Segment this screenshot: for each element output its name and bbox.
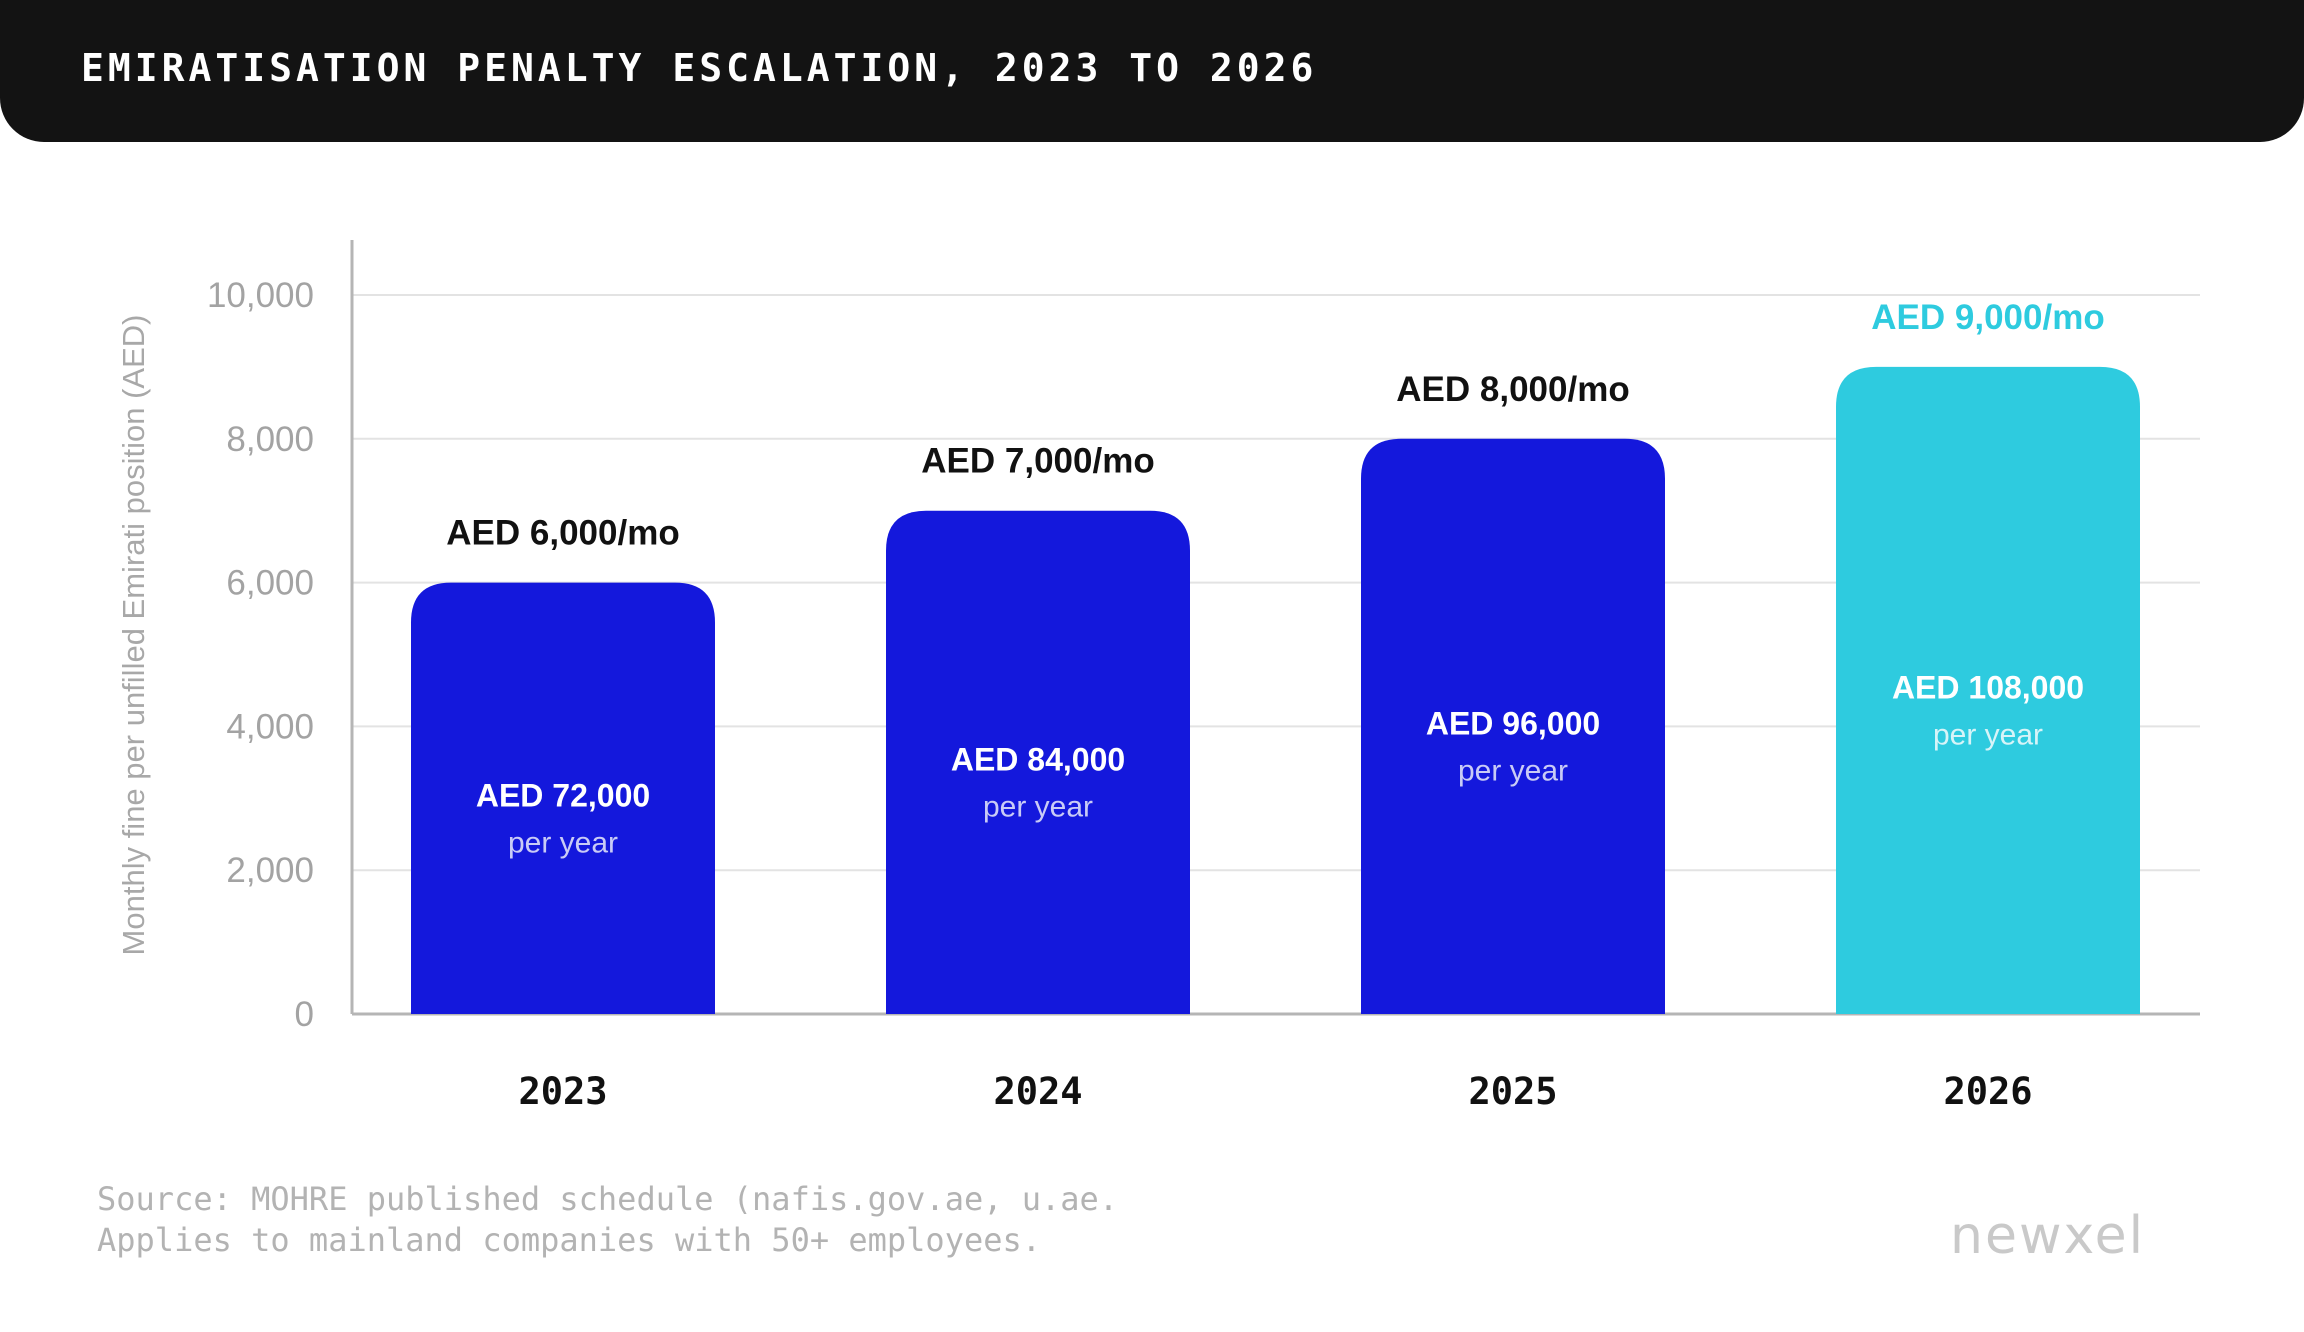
title-bar: EMIRATISATION PENALTY ESCALATION, 2023 T… [0,0,2304,142]
y-tick-label: 4,000 [226,707,314,746]
x-tick-label: 2024 [993,1070,1082,1113]
y-tick-labels: 0 2,000 4,000 6,000 8,000 10,000 [207,276,314,1034]
chart-title: EMIRATISATION PENALTY ESCALATION, 2023 T… [81,46,1318,90]
bar-chart: 0 2,000 4,000 6,000 8,000 10,000 Monthly fine… [116,240,2200,1113]
y-tick-label: 6,000 [226,564,314,603]
y-tick-label: 10,000 [207,276,314,315]
bar-value-label: AED 6,000/mo [446,514,679,553]
y-tick-label: 0 [295,995,314,1034]
x-tick-label: 2023 [518,1070,607,1113]
x-tick-label: 2025 [1468,1070,1557,1113]
y-axis-label: Monthly fine per unfilled Emirati positi… [116,315,151,956]
bar-value-label: AED 9,000/mo [1871,298,2104,337]
bar-value-label: AED 7,000/mo [921,442,1154,481]
source-line-2: Applies to mainland companies with 50+ e… [97,1221,1042,1259]
bar-annual-sublabel: per year [1933,718,2043,751]
bar-annual-label: AED 108,000 [1892,669,2084,705]
bar-value-label: AED 8,000/mo [1396,370,1629,409]
bar-2024 [886,510,1190,1014]
source-line-1: Source: MOHRE published schedule (nafis.… [97,1180,1119,1218]
y-tick-label: 2,000 [226,851,314,890]
bar-annual-sublabel: per year [508,826,618,859]
bar-annual-label: AED 96,000 [1426,705,1600,741]
source-note: Source: MOHRE published schedule (nafis.… [97,1179,1118,1261]
bar-2026 [1836,366,2140,1014]
y-tick-label: 8,000 [226,420,314,459]
bar-2023 [411,582,715,1014]
x-tick-label: 2026 [1943,1070,2032,1113]
bar-annual-sublabel: per year [983,790,1093,823]
bar-annual-label: AED 72,000 [476,777,650,813]
bar-annual-sublabel: per year [1458,754,1568,787]
brand-logo: newxel [1950,1206,2146,1266]
bars: AED 6,000/mo AED 72,000 per year 2023 AED 7,… [411,298,2140,1113]
bar-2025 [1361,438,1665,1014]
bar-annual-label: AED 84,000 [951,741,1125,777]
